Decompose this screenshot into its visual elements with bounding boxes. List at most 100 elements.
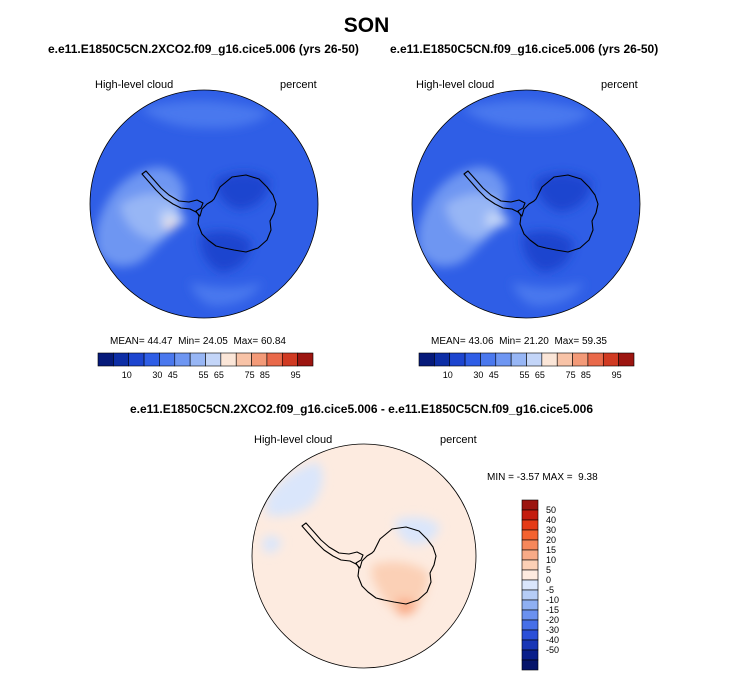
panel1-colorbar-tick: 55 [198,370,208,380]
panel1-colorbar-tick: 30 [152,370,162,380]
panel3-title: e.e11.E1850C5CN.2XCO2.f09_g16.cice5.006 … [130,402,593,416]
panel1-colorbar-box [143,352,160,367]
panel1-coastline [141,170,277,253]
panel1-colorbar-tick: 45 [168,370,178,380]
page-title: SON [343,14,390,37]
coastlines [141,170,599,605]
panel1-colorbar-tick: 95 [291,370,301,380]
panel2-colorbar-tick: 75 [566,370,576,380]
panel2-colorbar-box [464,352,481,367]
panel1-title: e.e11.E1850C5CN.2XCO2.f09_g16.cice5.006 … [48,42,359,56]
panel1-colorbar-tick: 75 [245,370,255,380]
panel1-variable: High-level cloud [95,79,174,91]
panel2-min: 21.20 [523,336,549,347]
panel2-colorbar-tick: 30 [473,370,483,380]
panel1-colorbar-box [281,352,298,367]
panel2-patch-light [486,212,510,228]
panel1-colorbar-tick: 85 [260,370,270,380]
panel2-title: e.e11.E1850C5CN.f09_g16.cice5.006 (yrs 2… [390,42,659,56]
panel3-stats: MIN = -3.57 MAX = 9.38 [487,472,598,483]
panel3-colorbar-tick: -15 [546,605,559,615]
panel1-mean-label: MEAN= [110,336,145,347]
panel3-colorbar-tick: 0 [546,575,551,585]
panel3-patch-northwest [266,462,323,517]
panel2-max-label: Max= [554,336,580,347]
panel1-field-patches [96,100,270,306]
panel3-map [252,444,476,668]
panel2-colorbar-tick: 45 [489,370,499,380]
panel3-colorbar-box [521,499,539,511]
panel3-colorbar-box [521,639,539,651]
panel2-patch-east [535,172,592,212]
panel1-patch-rim [190,282,262,306]
panel1-colorbar-box [266,352,283,367]
panel3-map-border [251,443,477,669]
panel3-colorbar-box [521,519,539,531]
panel1-colorbar-box [97,352,114,367]
panel2-colorbar-box [541,352,558,367]
panel1-max-label: Max= [233,336,259,347]
panel1-max: 60.84 [260,336,286,347]
panel1-colorbar-box [205,352,222,367]
panel1-colorbar-tick: 10 [122,370,132,380]
panel1-colorbar-box [128,352,145,367]
panel3-colorbar-box [521,619,539,631]
panel2-mean: 43.06 [468,336,494,347]
panel2-colorbar-box [618,352,635,367]
panel3-max-label: MAX = [542,472,573,483]
panel2-mean-label: MEAN= [431,336,466,347]
panel3-patch-west [262,535,282,553]
panel2-stats: MEAN= 43.06 Min= 21.20 Max= 59.35 [431,336,607,347]
panel3-colorbar-tick: -30 [546,625,559,635]
colorbars: 10 30 45 55 65 75 85 95 10 30 45 55 65 75 85 9550403020… [97,352,635,671]
panel1-colorbar-tick: 65 [214,370,224,380]
panel3-colorbar-box [521,649,539,661]
panel1-patch-warm [165,220,178,229]
panel3-colorbar-tick: -10 [546,595,559,605]
panel1-colorbar-box [174,352,191,367]
panel2-variable: High-level cloud [416,79,495,91]
panel2-units: percent [601,79,638,91]
panel2-colorbar-tick: 55 [519,370,529,380]
panel3-units: percent [440,434,477,446]
panel1-colorbar-box [189,352,206,367]
panel3-colorbar-box [521,529,539,541]
panel1-patch-east [215,172,270,210]
panel1-mean: 44.47 [147,336,173,347]
panel3-colorbar-box [521,659,539,671]
panel1-stats: MEAN= 44.47 Min= 24.05 Max= 60.84 [110,336,286,347]
panel2-colorbar-box [602,352,619,367]
panel1-patch-peninsula [120,193,180,240]
panel3-colorbar-tick: 30 [546,525,556,535]
panel3-colorbar-box [521,539,539,551]
panel1-patch-south [200,231,252,272]
panel1-colorbar-box [235,352,252,367]
panel3-variable: High-level cloud [254,434,333,446]
panel1-colorbar-box [251,352,268,367]
panel2-colorbar-tick: 10 [443,370,453,380]
panel2-colorbar-tick: 85 [581,370,591,380]
panel3-colorbar-box [521,569,539,581]
panel1-units: percent [280,79,317,91]
panel1-min-label: Min= [178,336,201,347]
panel1-colorbar-box [220,352,237,367]
panel2-coastline [463,170,599,253]
panel3-coastline [301,522,437,605]
panel2-colorbar-box [495,352,512,367]
panel3-colorbar-box [521,509,539,521]
panel3-colorbar-tick: -5 [546,585,554,595]
panel2-colorbar-box [434,352,451,367]
panel3-colorbar-tick: -50 [546,645,559,655]
panel3-colorbar-box [521,579,539,591]
panel3-colorbar-box [521,549,539,561]
panel2-colorbar-box [587,352,604,367]
panel2-patch-rim [512,282,584,306]
panel2-patch-peninsula [445,193,502,240]
panel2-map [412,90,640,318]
panel3-colorbar-box [521,559,539,571]
panel2-colorbar-box [556,352,573,367]
panel3-colorbar-tick: 20 [546,535,556,545]
panel2-colorbar-box [510,352,527,367]
panel3-colorbar-tick: 50 [546,505,556,515]
